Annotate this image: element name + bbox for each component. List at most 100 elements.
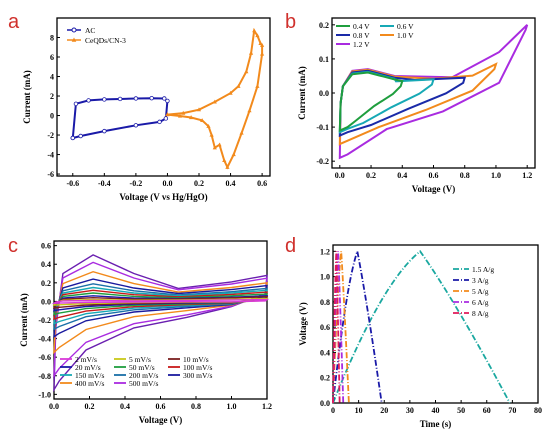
- x-tick-label: 0: [331, 406, 335, 415]
- y-tick-label: -0.4: [38, 335, 51, 344]
- x-tick-label: 30: [406, 406, 414, 415]
- y-tick-label: -0.2: [38, 316, 51, 325]
- data-point: [102, 97, 107, 102]
- y-tick-label: 1.2: [320, 247, 330, 256]
- series-loop-6: [53, 289, 268, 321]
- series-loop-4: [338, 71, 404, 133]
- panel-c: c 0.0 0.2 0.4 0.6 0.8 1.0 1.2 -1.0 -0.8 -0.6 -0.4 -0…: [8, 235, 272, 425]
- x-tick-label: 0.2: [366, 171, 376, 180]
- y-tick-label: -0.2: [316, 157, 329, 166]
- y-tick-label: 0.6: [320, 323, 330, 332]
- series-line-0: [71, 97, 169, 140]
- series-curve-1: [332, 247, 383, 404]
- legend-label: 20 mV/s: [75, 363, 101, 372]
- data-point: [260, 43, 265, 47]
- legend-label: 100 mV/s: [183, 363, 212, 372]
- y-tick-label: 0.4: [320, 348, 330, 357]
- y-axis-label: Voltage (V): [298, 302, 308, 345]
- data-point: [231, 152, 236, 157]
- y-tick-label: 0.2: [319, 21, 329, 30]
- x-axis-label: Voltage (V): [412, 184, 455, 194]
- series-curve-2: [332, 251, 350, 404]
- y-tick-label: 0.6: [41, 242, 51, 251]
- y-tick-label: -0.8: [38, 372, 51, 381]
- legend-label: 150 mV/s: [75, 371, 104, 380]
- y-tick-label: -0.6: [38, 353, 51, 362]
- series-curve-3: [332, 251, 345, 404]
- y-tick-label: 0.8: [320, 298, 330, 307]
- y-axis-label: Current (mA): [297, 66, 307, 120]
- x-tick-label: 0.0: [49, 402, 59, 411]
- y-tick-label: -1.0: [38, 390, 51, 399]
- x-tick-label: 0.4: [397, 171, 407, 180]
- y-tick-label: -0.1: [316, 123, 329, 132]
- series-curve-4: [332, 251, 341, 404]
- legend-label: 400 mV/s: [75, 379, 104, 388]
- panel-letter-d: d: [285, 235, 296, 257]
- x-axis-label: Voltage (V vs Hg/HgO): [119, 192, 207, 202]
- panel-d: d 0 10 20 30 40 50 60 70 80 0.0 0.2 0.4 0.6 0.8 1.0 1.2 T…: [285, 235, 542, 429]
- x-tick-label: 0.2: [194, 179, 204, 188]
- x-tick-label: 60: [483, 406, 491, 415]
- y-tick-label: 8: [50, 34, 54, 43]
- data-point: [260, 51, 265, 56]
- panel-letter-b: b: [285, 11, 296, 33]
- y-tick-label: 0.1: [319, 55, 329, 64]
- data-point: [225, 164, 230, 169]
- panel-letter-a: a: [8, 11, 20, 33]
- data-point: [247, 108, 252, 113]
- panel-a: a -0.6 -0.4 -0.2 0.0 0.2 0.4 0.6 -6 -4 -2 0 2 4 6 8 Volt…: [8, 11, 271, 202]
- data-point: [244, 69, 249, 74]
- legend-marker: [71, 27, 77, 33]
- series-loop-7: [53, 292, 269, 316]
- legend-label: 300 mV/s: [183, 371, 212, 380]
- data-point: [177, 113, 183, 118]
- data-point: [133, 123, 139, 128]
- series-loop-8: [53, 295, 269, 312]
- x-tick-label: 0.2: [85, 402, 95, 411]
- legend-label: 0.8 V: [353, 31, 370, 40]
- y-tick-label: 0.0: [41, 297, 51, 306]
- data-point: [248, 50, 254, 55]
- series-loop-3: [53, 278, 268, 339]
- x-tick-label: 0.8: [191, 402, 201, 411]
- legend-label: 1.5 A/g: [472, 265, 494, 274]
- y-tick-label: 4: [50, 73, 54, 82]
- x-tick-label: 40: [432, 406, 440, 415]
- data-point: [165, 112, 170, 117]
- legend-label: 0.6 V: [397, 22, 414, 31]
- y-axis-label: Current (mA): [22, 70, 32, 124]
- y-tick-label: 6: [50, 53, 54, 62]
- data-point: [70, 135, 75, 141]
- data-point: [133, 96, 139, 101]
- y-tick-label: -4: [47, 151, 54, 160]
- data-point: [206, 123, 211, 128]
- x-tick-label: 1.0: [227, 402, 237, 411]
- y-tick-label: 0: [50, 112, 54, 121]
- data-point: [73, 101, 79, 107]
- legend-label: 10 mV/s: [183, 355, 209, 364]
- x-tick-label: 1.2: [262, 402, 272, 411]
- y-tick-label: 0.4: [41, 260, 51, 269]
- data-point: [217, 142, 222, 147]
- x-tick-label: 1.2: [522, 171, 532, 180]
- plot-frame: [56, 17, 271, 177]
- legend-marker: [71, 37, 77, 42]
- data-point: [149, 95, 154, 101]
- data-point: [228, 90, 233, 95]
- x-tick-label: 0.0: [162, 179, 172, 188]
- x-tick-label: 1.0: [491, 171, 501, 180]
- series-loop-1: [53, 261, 268, 379]
- legend-label: 3 A/g: [472, 276, 489, 285]
- legend-label: CeQDs/CN-3: [85, 36, 126, 45]
- series-loop-4: [53, 283, 268, 331]
- data-point: [86, 98, 91, 103]
- series-loop-0: [53, 254, 268, 393]
- legend-label: 200 mV/s: [129, 371, 158, 380]
- y-axis-label: Current (mA): [19, 293, 29, 347]
- data-point: [239, 130, 244, 135]
- data-point: [236, 83, 241, 88]
- series-curve-0: [332, 250, 511, 404]
- data-point: [255, 33, 260, 38]
- data-point: [252, 28, 257, 33]
